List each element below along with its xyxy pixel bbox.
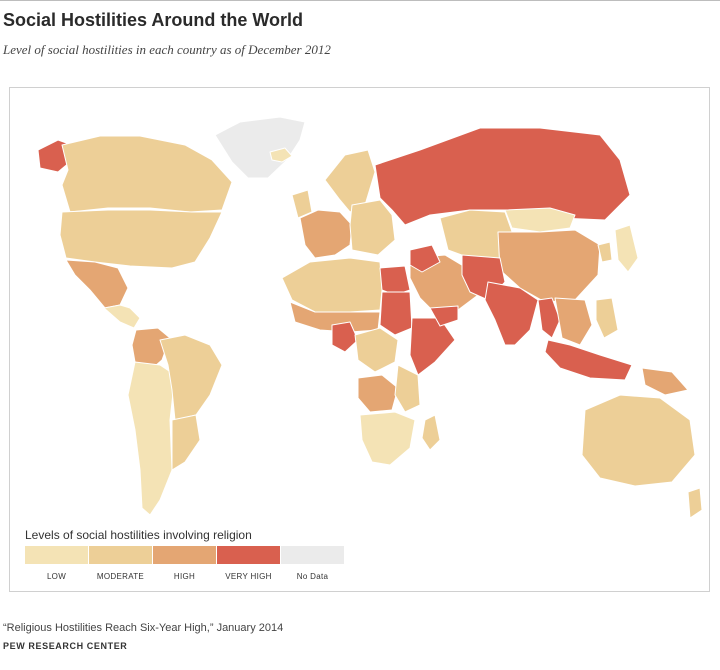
legend-label-high: HIGH bbox=[173, 572, 196, 581]
region-australia bbox=[581, 394, 696, 487]
legend-swatch-very-high bbox=[217, 546, 280, 564]
legend-swatch-no-data bbox=[281, 546, 344, 564]
region-nigeria bbox=[331, 321, 359, 353]
region-central-america bbox=[103, 304, 141, 329]
region-china bbox=[497, 229, 601, 303]
chart-subtitle: Level of social hostilities in each coun… bbox=[3, 42, 331, 57]
region-western-europe bbox=[299, 209, 353, 259]
legend-title: Levels of social hostilities involving r… bbox=[25, 528, 252, 542]
region-scandinavia bbox=[324, 149, 376, 213]
region-congo bbox=[357, 374, 399, 413]
legend-label-no-data: No Data bbox=[296, 572, 329, 581]
region-russia bbox=[374, 127, 631, 226]
region-canada bbox=[61, 135, 233, 213]
region-central-africa bbox=[354, 327, 399, 373]
region-papua-new-guinea bbox=[641, 367, 689, 396]
top-rule bbox=[0, 0, 720, 1]
region-mexico bbox=[65, 259, 129, 309]
legend-swatch-low bbox=[25, 546, 88, 564]
region-southeast-asia bbox=[554, 297, 593, 346]
region-yemen bbox=[429, 305, 459, 327]
region-south-america bbox=[127, 361, 176, 516]
region-eastern-europe bbox=[349, 199, 396, 256]
region-horn-of-africa bbox=[409, 317, 456, 376]
legend-swatch-moderate bbox=[89, 546, 152, 564]
chart-title: Social Hostilities Around the World bbox=[3, 10, 304, 30]
region-iraq bbox=[409, 244, 441, 273]
region-iceland bbox=[269, 147, 293, 163]
region-sudan bbox=[379, 291, 413, 336]
region-indonesia bbox=[544, 339, 633, 381]
region-brazil bbox=[159, 334, 223, 421]
region-philippines bbox=[595, 297, 619, 339]
region-madagascar bbox=[421, 414, 441, 451]
legend-label-moderate: MODERATE bbox=[96, 572, 145, 581]
source-note: “Religious Hostilities Reach Six-Year Hi… bbox=[3, 622, 284, 634]
region-greenland bbox=[214, 116, 306, 179]
region-japan bbox=[614, 224, 639, 273]
legend-label-low: LOW bbox=[46, 572, 67, 581]
region-korea bbox=[597, 241, 613, 263]
region-southern-cone bbox=[171, 414, 201, 471]
region-southern-africa bbox=[359, 411, 416, 466]
region-new-zealand bbox=[687, 487, 703, 519]
legend-swatch-high bbox=[153, 546, 216, 564]
source-credit: PEW RESEARCH CENTER bbox=[3, 641, 128, 651]
region-egypt bbox=[379, 265, 411, 296]
legend-label-very-high: VERY HIGH bbox=[225, 572, 272, 581]
region-united-states bbox=[59, 209, 223, 269]
region-mongolia bbox=[504, 207, 576, 233]
region-myanmar bbox=[537, 297, 561, 339]
region-india bbox=[484, 281, 539, 346]
region-east-africa bbox=[394, 364, 421, 413]
map-regions bbox=[37, 116, 703, 519]
region-north-africa bbox=[281, 257, 383, 313]
region-uk-ireland bbox=[291, 189, 313, 219]
